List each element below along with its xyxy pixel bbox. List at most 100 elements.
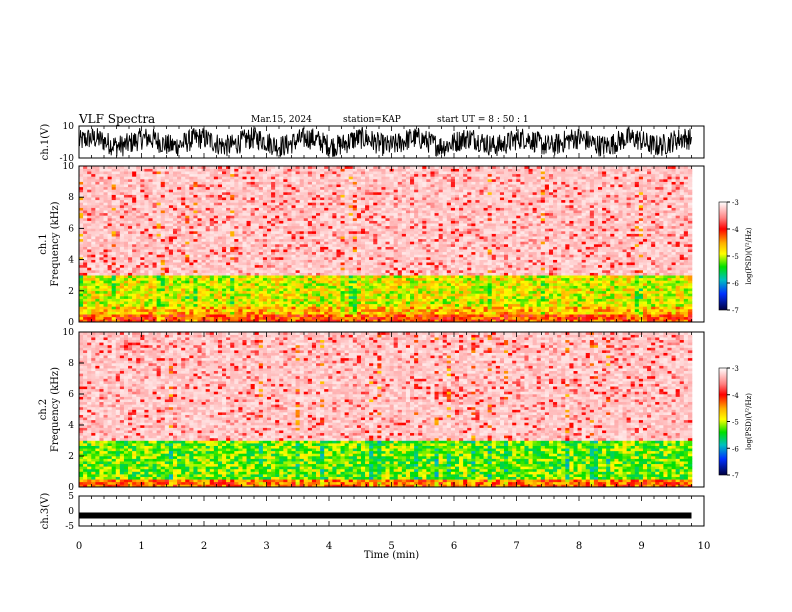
spectrogram-cell xyxy=(115,207,121,211)
spectrogram-cell xyxy=(303,262,309,266)
spectrogram-cell xyxy=(115,306,121,310)
spectrogram-cell xyxy=(164,184,170,188)
spectrogram-cell xyxy=(185,254,190,258)
spectrogram-cell xyxy=(352,218,358,221)
spectrogram-cell xyxy=(365,212,370,216)
spectrogram-cell xyxy=(115,228,121,232)
spectrogram-cell xyxy=(177,205,182,208)
spectrogram-cell xyxy=(279,228,284,232)
spectrogram-cell xyxy=(311,176,317,180)
spectrogram-cell xyxy=(205,173,211,177)
spectrogram-cell xyxy=(291,197,296,201)
spectrogram-cell xyxy=(119,215,125,219)
spectrogram-cell xyxy=(144,236,149,240)
spectrogram-cell xyxy=(279,194,284,198)
spectrogram-cell xyxy=(324,236,329,240)
spectrogram-cell xyxy=(291,288,296,292)
spectrogram-cell xyxy=(238,225,243,229)
spectrogram-cell xyxy=(377,194,382,198)
spectrogram-cell xyxy=(107,194,112,198)
spectrogram-cell xyxy=(209,264,215,268)
spectrogram-cell xyxy=(177,298,182,302)
spectrogram-cell xyxy=(365,225,370,229)
spectrogram-cell xyxy=(193,202,198,206)
spectrogram-cell xyxy=(168,280,174,284)
spectrogram-cell xyxy=(119,220,125,224)
spectrogram-cell xyxy=(279,223,284,227)
spectrogram-cell xyxy=(385,236,390,240)
spectrogram-cell xyxy=(197,173,202,177)
spectrogram-cell xyxy=(128,218,133,221)
spectrogram-cell xyxy=(389,311,394,315)
spectrogram-cell xyxy=(254,189,260,193)
spectrogram-cell xyxy=(283,171,288,175)
spectrogram-cell xyxy=(185,210,190,214)
spectrogram-cell xyxy=(397,285,403,289)
spectrogram-cell xyxy=(79,249,84,253)
spectrogram-cell xyxy=(381,215,386,219)
spectrogram-cell xyxy=(156,212,162,216)
spectrogram-cell xyxy=(205,272,211,276)
spectrogram-cell xyxy=(217,184,223,188)
spectrogram-cell xyxy=(168,267,174,271)
spectrogram-cell xyxy=(262,171,268,175)
spectrogram-cell xyxy=(197,171,202,175)
spectrogram-cell xyxy=(119,210,125,214)
spectrogram-cell xyxy=(238,244,243,247)
spectrogram-cell xyxy=(377,246,382,250)
spectrogram-cell xyxy=(365,231,370,234)
spectrogram-cell xyxy=(299,314,305,318)
spectrogram-cell xyxy=(205,319,211,323)
spectrogram-cell xyxy=(385,215,390,219)
spectrogram-cell xyxy=(405,197,411,201)
spectrogram-cell xyxy=(303,277,309,281)
spectrogram-cell xyxy=(254,228,260,232)
spectrogram-cell xyxy=(344,244,350,247)
spectrogram-cell xyxy=(128,233,133,237)
spectrogram-cell xyxy=(226,189,231,193)
spectrogram-cell xyxy=(156,210,162,214)
spectrogram-cell xyxy=(352,283,358,286)
spectrogram-cell xyxy=(344,259,350,263)
spectrogram-cell xyxy=(156,306,162,310)
spectrogram-cell xyxy=(99,236,104,240)
spectrogram-cell xyxy=(365,316,370,320)
spectrogram-cell xyxy=(266,215,272,219)
spectrogram-cell xyxy=(238,254,243,258)
spectrogram-cell xyxy=(222,171,227,175)
date-label: Mar.15, 2024 xyxy=(251,115,312,125)
spectrogram-cell xyxy=(164,316,170,320)
spectrogram-cell xyxy=(119,264,125,268)
spectrogram-cell xyxy=(148,233,153,237)
spectrogram-cell xyxy=(103,173,108,177)
spectrogram-cell xyxy=(389,244,394,247)
spectrogram-cell xyxy=(295,166,300,169)
spectrogram-cell xyxy=(181,194,186,198)
spectrogram-cell xyxy=(144,316,149,320)
spectrogram-cell xyxy=(136,319,141,323)
spectrogram-cell xyxy=(410,288,415,292)
spectrogram-cell xyxy=(316,257,321,260)
spectrogram-cell xyxy=(83,264,88,268)
spectrogram-cell xyxy=(307,319,313,323)
spectrogram-cell xyxy=(115,316,121,320)
spectrogram-cell xyxy=(123,259,129,263)
spectrogram-cell xyxy=(332,280,337,284)
spectrogram-cell xyxy=(103,303,108,307)
spectrogram-cell xyxy=(222,249,227,253)
spectrogram-cell xyxy=(213,267,219,271)
spectrogram-cell xyxy=(328,225,333,229)
spectrogram-cell xyxy=(360,267,366,271)
spectrogram-cell xyxy=(172,259,178,263)
spectrogram-cell xyxy=(91,189,96,193)
spectrogram-cell xyxy=(91,225,96,229)
spectrogram-cell xyxy=(172,238,178,242)
spectrogram-cell xyxy=(405,186,411,190)
spectrogram-cell xyxy=(369,254,374,258)
spectrogram-cell xyxy=(299,277,305,281)
spectrogram-cell xyxy=(369,270,374,273)
spectrogram-cell xyxy=(209,301,215,305)
spectrogram-cell xyxy=(201,301,206,305)
spectrogram-cell xyxy=(217,238,223,242)
spectrogram-cell xyxy=(148,306,153,310)
